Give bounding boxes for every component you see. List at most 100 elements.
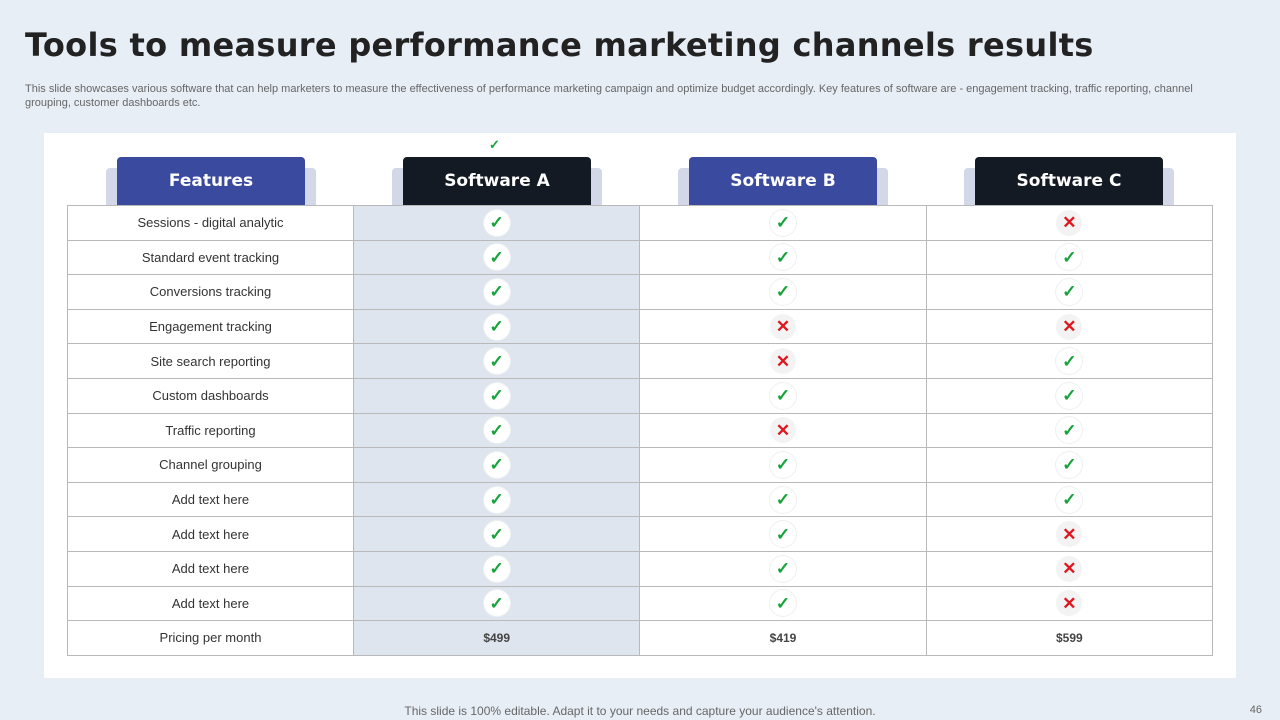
software-b-cell: ✕ [639,343,927,379]
software-b-cell: ✓ [639,516,927,552]
software-c-cell: ✓ [925,481,1214,518]
feature-name: Custom dashboards [67,377,354,414]
check-icon: ✓ [483,417,510,444]
software-a-cell: ✓ [352,516,641,552]
table-row: Standard event tracking ✓ ✓ ✓ [67,239,1214,276]
header-features-label: Features [117,157,305,205]
check-icon: ✓ [769,521,796,548]
feature-name: Standard event tracking [67,239,354,276]
header-software-a: Software A [354,157,640,205]
check-icon: ✓ [1056,451,1083,478]
software-c-cell: ✕ [925,550,1214,587]
check-icon: ✓ [483,209,510,236]
software-c-cell: ✕ [925,205,1214,241]
header-software-a-label: Software A [403,157,591,205]
check-icon: ✓ [769,590,796,617]
check-icon: ✓ [769,382,796,409]
software-a-cell: ✓ [352,481,641,518]
slide-footer: This slide is 100% editable. Adapt it to… [404,704,876,718]
software-b-cell: ✓ [639,205,927,241]
software-a-cell: ✓ [352,447,641,483]
check-icon: ✓ [769,451,796,478]
table-row: Conversions tracking ✓ ✓ ✓ [67,274,1214,310]
software-b-cell: ✕ [639,412,927,449]
check-icon: ✓ [1056,417,1083,444]
software-a-cell: ✓ [352,585,641,622]
check-icon: ✓ [483,521,510,548]
software-a-cell: ✓ [352,377,641,414]
software-c-cell: ✕ [925,585,1214,622]
software-c-cell: ✓ [925,343,1214,379]
software-a-cell: ✓ [352,412,641,449]
check-icon: ✓ [483,313,510,340]
software-c-price: $599 [1055,631,1083,646]
software-a-cell: ✓ [352,205,641,241]
software-a-cell: ✓ [352,343,641,379]
check-icon: ✓ [1056,278,1083,305]
check-icon: ✓ [483,590,510,617]
check-icon: ✓ [1056,382,1083,409]
table-row: Add text here ✓ ✓ ✕ [67,550,1214,587]
feature-name: Engagement tracking [67,308,354,345]
table-row: Site search reporting ✓ ✕ ✓ [67,343,1214,379]
table-row: Sessions - digital analytic ✓ ✓ ✕ [67,205,1214,241]
cross-icon: ✕ [1056,555,1083,582]
feature-name: Add text here [67,585,354,622]
table-row: Traffic reporting ✓ ✕ ✓ [67,412,1214,449]
check-icon: ✓ [1056,348,1083,375]
software-b-cell: ✓ [639,585,927,622]
header-software-c-label: Software C [975,157,1163,205]
software-b-cell: ✕ [639,308,927,345]
check-icon: ✓ [483,348,510,375]
software-c-cell: ✓ [925,447,1214,483]
software-c-price-cell: $599 [925,620,1214,656]
check-icon: ✓ [769,278,796,305]
table-row: Custom dashboards ✓ ✓ ✓ [67,377,1214,414]
software-c-cell: ✕ [925,308,1214,345]
header-software-c: Software C [926,157,1212,205]
check-icon: ✓ [1056,244,1083,271]
software-c-cell: ✓ [925,274,1214,310]
table-row: Add text here ✓ ✓ ✕ [67,516,1214,552]
software-c-cell: ✓ [925,412,1214,449]
software-a-cell: ✓ [352,550,641,587]
feature-name: Sessions - digital analytic [67,205,354,241]
software-a-price: $499 [483,631,511,646]
cross-icon: ✕ [769,417,796,444]
comparison-table-body: Sessions - digital analytic ✓ ✓ ✕ Standard e… [67,205,1214,656]
check-icon: ✓ [483,244,510,271]
software-b-cell: ✓ [639,377,927,414]
software-b-cell: ✓ [639,447,927,483]
feature-name: Site search reporting [67,343,354,379]
check-icon: ✓ [483,555,510,582]
table-header-row: Features Software A Software B Software … [68,157,1213,205]
software-c-cell: ✕ [925,516,1214,552]
cross-icon: ✕ [769,313,796,340]
feature-name: Add text here [67,550,354,587]
check-icon: ✓ [1056,486,1083,513]
software-b-price: $419 [769,631,797,646]
header-software-b: Software B [640,157,926,205]
table-row: Channel grouping ✓ ✓ ✓ [67,447,1214,483]
check-icon: ✓ [483,382,510,409]
software-c-cell: ✓ [925,239,1214,276]
table-row: Add text here ✓ ✓ ✕ [67,585,1214,622]
cross-icon: ✕ [1056,590,1083,617]
page-number: 46 [1249,704,1262,716]
comparison-table: Sessions - digital analytic ✓ ✓ ✕ Standard e… [67,205,1214,656]
pricing-label: Pricing per month [67,620,354,656]
software-b-cell: ✓ [639,239,927,276]
software-a-cell: ✓ [352,239,641,276]
slide-title: Tools to measure performance marketing c… [25,26,1094,64]
check-icon: ✓ [483,451,510,478]
cross-icon: ✕ [1056,521,1083,548]
check-icon: ✓ [483,486,510,513]
cross-icon: ✕ [1056,313,1083,340]
cross-icon: ✕ [1056,209,1083,236]
header-software-b-label: Software B [689,157,877,205]
table-row: Engagement tracking ✓ ✕ ✕ [67,308,1214,345]
slide-subtitle: This slide showcases various software th… [25,83,1193,109]
pricing-row: Pricing per month $499 $419 $599 [67,620,1214,656]
header-features: Features [68,157,354,205]
feature-name: Add text here [67,481,354,518]
